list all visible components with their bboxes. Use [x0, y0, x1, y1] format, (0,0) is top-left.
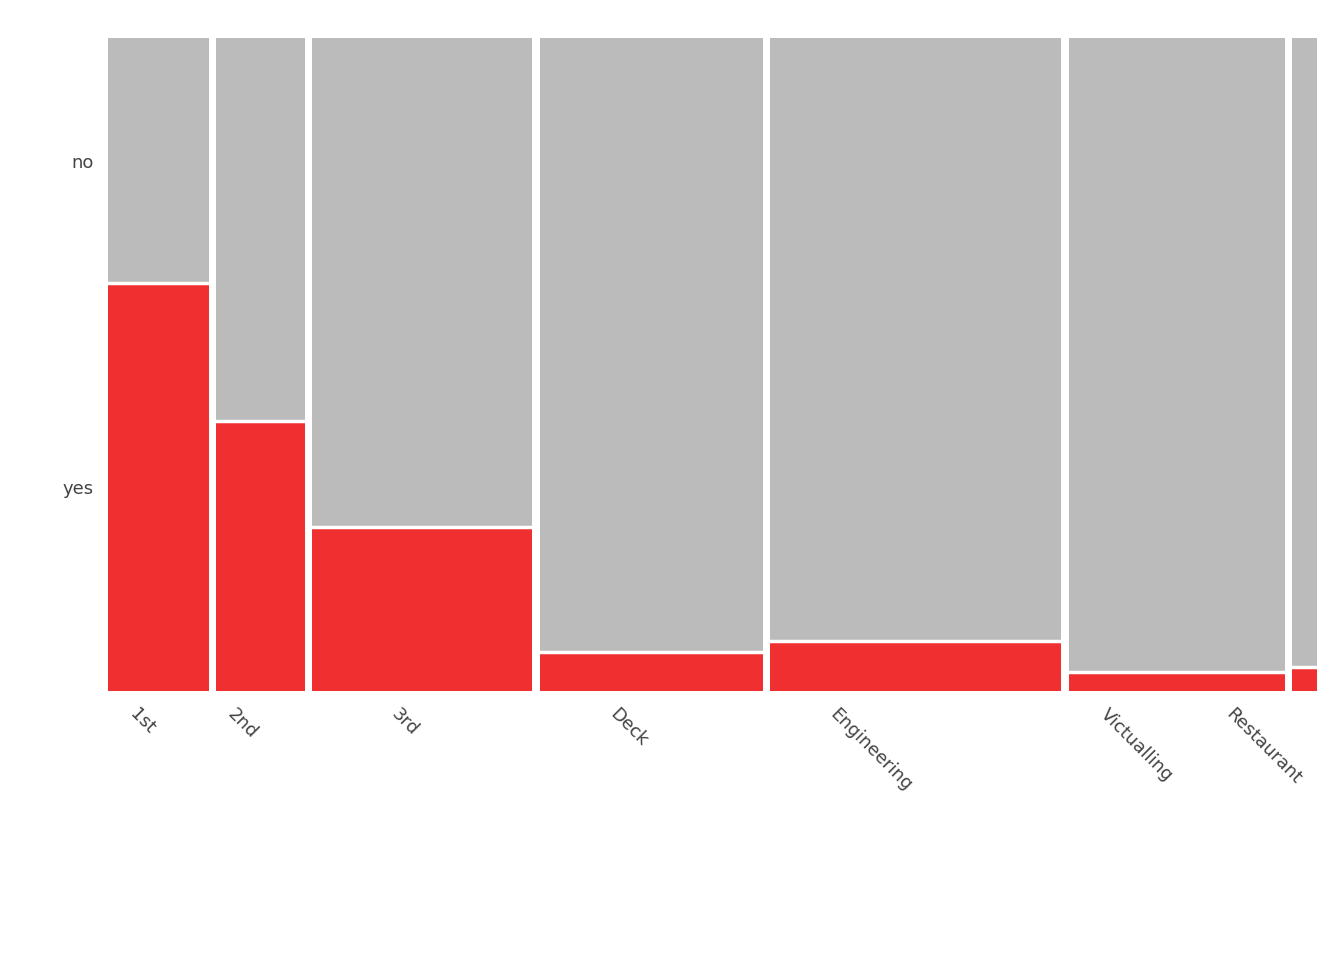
- Bar: [1292, 667, 1317, 691]
- Bar: [108, 38, 208, 283]
- Bar: [312, 38, 532, 527]
- Bar: [770, 38, 1062, 641]
- Bar: [216, 420, 305, 691]
- Bar: [216, 38, 305, 420]
- Bar: [770, 641, 1062, 691]
- Bar: [539, 38, 763, 652]
- Bar: [312, 527, 532, 691]
- Bar: [1292, 38, 1317, 667]
- Bar: [1068, 38, 1285, 672]
- Bar: [1068, 672, 1285, 691]
- Bar: [108, 283, 208, 691]
- Bar: [539, 652, 763, 691]
